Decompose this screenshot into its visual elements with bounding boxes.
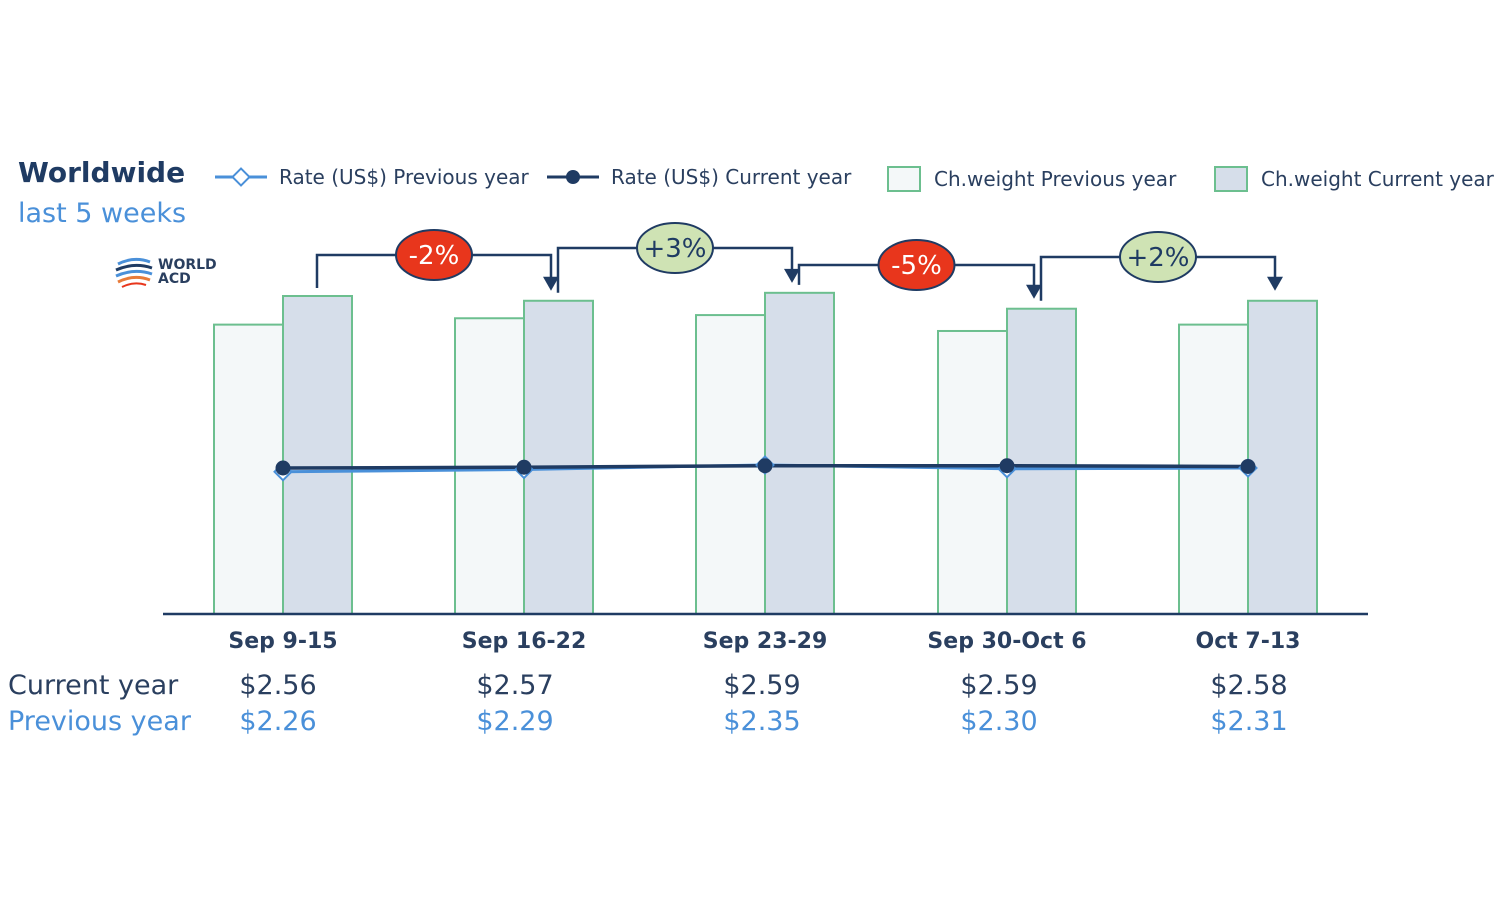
square-swatch-icon <box>1214 166 1248 192</box>
current-year-value: $2.59 <box>723 670 801 701</box>
bar-weight-current <box>282 295 353 615</box>
previous-year-value: $2.26 <box>239 706 317 737</box>
x-tick-label: Sep 16-22 <box>462 629 587 654</box>
change-badge-label: +3% <box>643 234 706 264</box>
legend-weight-previous-label: Ch.weight Previous year <box>934 167 1177 191</box>
bar-weight-current <box>523 299 594 615</box>
previous-year-value: $2.30 <box>960 706 1038 737</box>
arrow-down-icon <box>1026 284 1042 299</box>
legend-weight-previous: Ch.weight Previous year <box>886 165 1176 193</box>
current-year-label: Current year <box>8 670 179 701</box>
previous-year-value: $2.29 <box>476 706 554 737</box>
bar-weight-previous <box>213 323 284 615</box>
bar-weight-current <box>1006 307 1077 615</box>
legend-weight-current-label: Ch.weight Current year <box>1261 167 1494 191</box>
current-year-value: $2.57 <box>476 670 554 701</box>
arrow-down-icon <box>1267 276 1283 291</box>
change-badge <box>1119 231 1197 283</box>
change-badge <box>877 239 956 291</box>
square-swatch-icon <box>887 166 921 192</box>
chart-title: Worldwide <box>18 156 186 189</box>
change-badge <box>636 222 714 274</box>
arrow-down-icon <box>543 276 559 291</box>
x-tick-label: Sep 9-15 <box>228 629 337 654</box>
bar-weight-previous <box>937 329 1008 615</box>
current-year-value: $2.58 <box>1210 670 1288 701</box>
x-tick-label: Oct 7-13 <box>1196 629 1301 654</box>
change-badge <box>395 229 473 281</box>
change-badge-label: -2% <box>409 241 460 271</box>
dot-line-icon <box>547 170 599 184</box>
world-acd-logo: WORLD ACD <box>114 254 217 290</box>
previous-year-value: $2.35 <box>723 706 801 737</box>
arrow-down-icon <box>784 268 800 283</box>
current-year-value: $2.59 <box>960 670 1038 701</box>
point-rate-current <box>999 458 1015 474</box>
legend-rate-previous-label: Rate (US$) Previous year <box>279 165 529 189</box>
change-badge-label: -5% <box>891 251 942 281</box>
x-tick-label: Sep 30-Oct 6 <box>927 629 1086 654</box>
logo-line2: ACD <box>158 271 191 287</box>
globe-swirl-icon <box>115 257 153 288</box>
point-rate-current <box>757 458 773 474</box>
point-rate-current <box>275 460 291 476</box>
bar-weight-current <box>764 291 835 615</box>
legend-rate-current-label: Rate (US$) Current year <box>611 165 852 189</box>
point-rate-current <box>516 459 532 475</box>
legend-weight-current: Ch.weight Current year <box>1213 165 1494 193</box>
change-badge-label: +2% <box>1126 243 1189 273</box>
legend-rate-current: Rate (US$) Current year <box>545 165 851 189</box>
previous-year-value: $2.31 <box>1210 706 1288 737</box>
current-year-value: $2.56 <box>239 670 317 701</box>
point-rate-current <box>1240 459 1256 474</box>
bar-weight-current <box>1247 299 1318 615</box>
chart-subtitle: last 5 weeks <box>18 198 187 229</box>
diamond-line-icon <box>215 167 267 187</box>
logo-line1: WORLD <box>158 257 217 273</box>
x-tick-label: Sep 23-29 <box>703 629 828 654</box>
previous-year-label: Previous year <box>8 706 191 737</box>
legend-rate-previous: Rate (US$) Previous year <box>213 165 529 189</box>
